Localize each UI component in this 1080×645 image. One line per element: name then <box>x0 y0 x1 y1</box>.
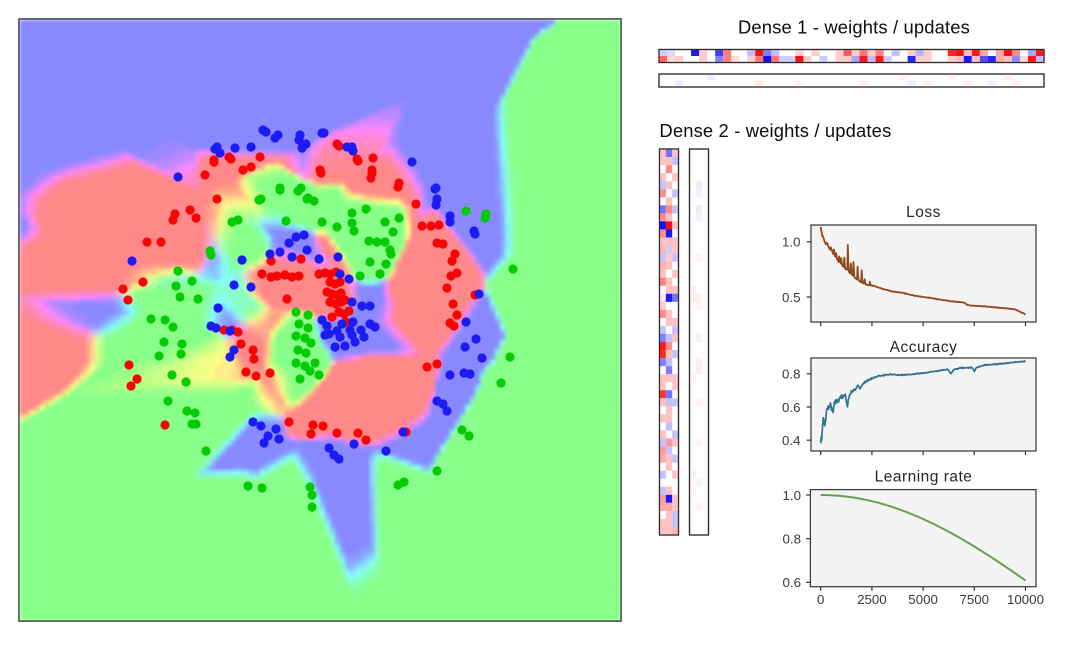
svg-text:2500: 2500 <box>857 592 887 607</box>
svg-text:1.0: 1.0 <box>782 235 801 250</box>
svg-text:0.8: 0.8 <box>783 532 802 547</box>
svg-text:0.5: 0.5 <box>782 290 801 305</box>
svg-text:Loss: Loss <box>906 204 941 221</box>
svg-text:0.8: 0.8 <box>782 367 801 382</box>
svg-text:Learning rate: Learning rate <box>875 468 973 485</box>
svg-text:Dense 1 - weights / updates: Dense 1 - weights / updates <box>738 17 970 38</box>
svg-text:0.6: 0.6 <box>782 400 801 415</box>
svg-text:7500: 7500 <box>960 592 990 607</box>
svg-text:1.0: 1.0 <box>783 488 802 503</box>
svg-text:Dense 2 - weights / updates: Dense 2 - weights / updates <box>659 120 891 141</box>
svg-text:0.4: 0.4 <box>782 433 801 448</box>
svg-text:0.6: 0.6 <box>783 575 802 590</box>
svg-text:0: 0 <box>817 592 824 607</box>
svg-text:Accuracy: Accuracy <box>890 339 958 356</box>
svg-text:5000: 5000 <box>908 592 938 607</box>
svg-text:10000: 10000 <box>1007 592 1044 607</box>
